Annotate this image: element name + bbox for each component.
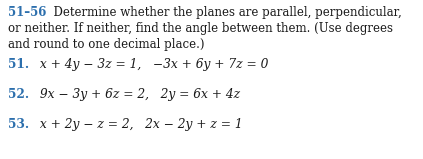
Text: or neither. If neither, find the angle between them. (Use degrees: or neither. If neither, find the angle b…: [8, 22, 393, 35]
Text: Determine whether the planes are parallel, perpendicular,: Determine whether the planes are paralle…: [46, 6, 402, 19]
Text: x + 4y − 3z = 1,   −3x + 6y + 7z = 0: x + 4y − 3z = 1, −3x + 6y + 7z = 0: [36, 58, 268, 71]
Text: 53.: 53.: [8, 118, 29, 131]
Text: and round to one decimal place.): and round to one decimal place.): [8, 38, 204, 51]
Text: 51–56: 51–56: [8, 6, 47, 19]
Text: x + 2y − z = 2,   2x − 2y + z = 1: x + 2y − z = 2, 2x − 2y + z = 1: [36, 118, 243, 131]
Text: 51.: 51.: [8, 58, 29, 71]
Text: 52.: 52.: [8, 88, 29, 101]
Text: 9x − 3y + 6z = 2,   2y = 6x + 4z: 9x − 3y + 6z = 2, 2y = 6x + 4z: [36, 88, 240, 101]
